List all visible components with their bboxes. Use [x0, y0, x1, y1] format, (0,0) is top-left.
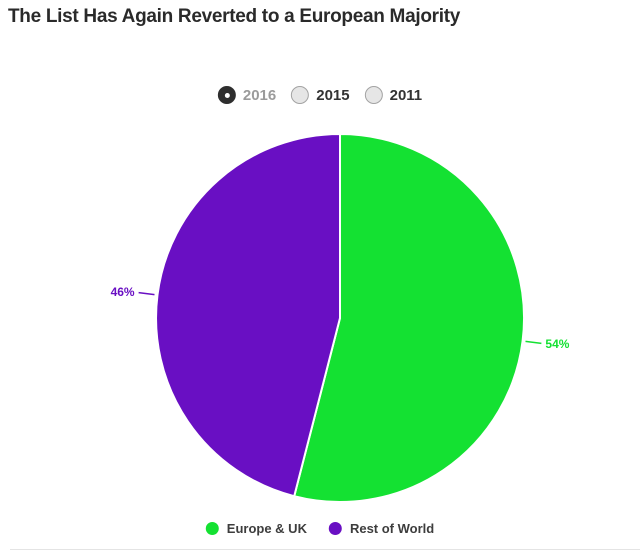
label-leader-line-1 — [138, 291, 155, 296]
label-leader-line-0 — [525, 340, 542, 345]
legend-item-europe-uk[interactable]: Europe & UK — [205, 521, 307, 536]
legend-swatch-rest-of-world-icon — [328, 522, 342, 535]
radio-unselected-icon[interactable] — [364, 86, 383, 104]
radio-unselected-icon[interactable] — [291, 86, 310, 104]
legend-label: Rest of World — [349, 521, 435, 536]
year-option-label: 2015 — [316, 86, 350, 104]
radio-selected-icon[interactable] — [217, 86, 236, 104]
chart-title: The List Has Again Reverted to a Europea… — [8, 6, 461, 27]
year-selector: 2016 2015 2011 — [217, 86, 423, 104]
pie-value-label-0: 54% — [545, 337, 569, 351]
chart-legend: Europe & UK Rest of World — [205, 521, 435, 536]
pie-slice-1[interactable] — [155, 132, 341, 498]
year-option-2015[interactable]: 2015 — [291, 86, 350, 104]
pie-value-label-1: 46% — [111, 285, 135, 299]
legend-swatch-europe-uk-icon — [205, 522, 219, 535]
year-option-2011[interactable]: 2011 — [364, 86, 423, 104]
legend-item-rest-of-world[interactable]: Rest of World — [328, 521, 435, 536]
year-option-label: 2011 — [389, 86, 423, 104]
year-option-label: 2016 — [242, 86, 277, 104]
pie-slice-0[interactable] — [292, 132, 526, 503]
year-option-2016[interactable]: 2016 — [217, 86, 277, 104]
legend-label: Europe & UK — [226, 521, 307, 536]
